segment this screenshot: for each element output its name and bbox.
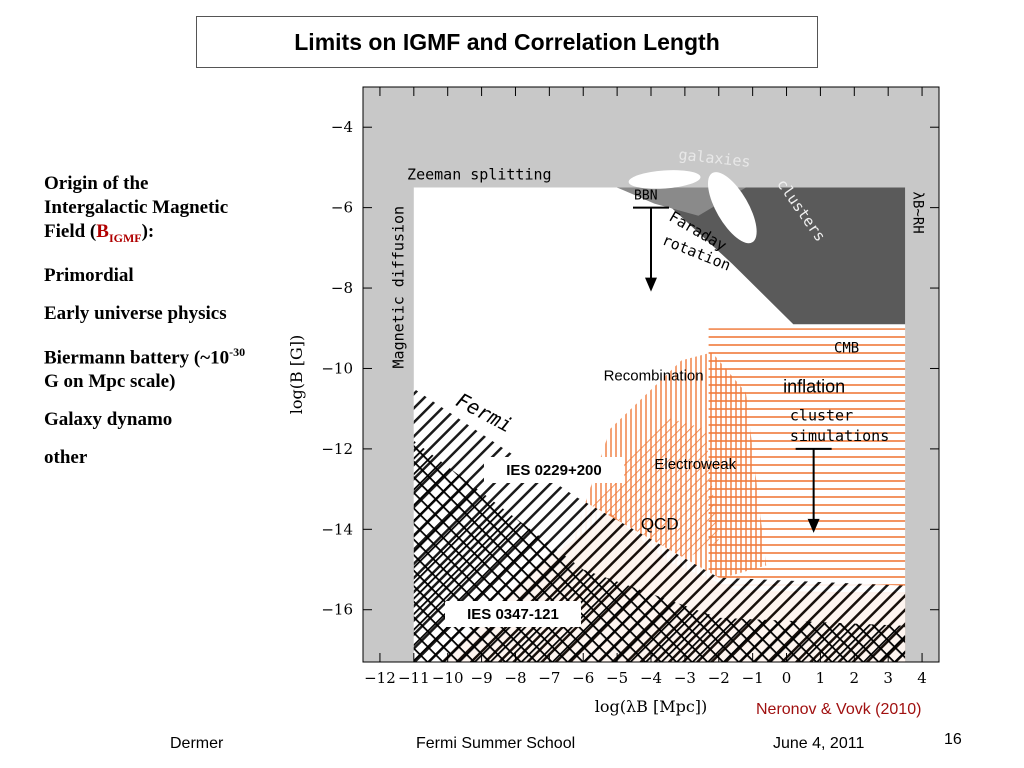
cluster-sim-label-1: cluster — [790, 407, 853, 425]
galaxies-ellipse — [628, 170, 701, 189]
x-tick-label: −1 — [742, 669, 764, 687]
origin-list: Origin of the Intergalactic Magnetic Fie… — [44, 172, 254, 484]
recombination-label: Recombination — [604, 368, 704, 385]
cluster-sim-label-2: simulations — [790, 427, 889, 445]
x-tick-label: −6 — [572, 669, 594, 687]
origin-other: other — [44, 447, 88, 469]
x-tick-label: 3 — [883, 669, 893, 687]
lambda-rh-label: λB~RH — [910, 192, 926, 234]
y-tick-label: −6 — [331, 199, 353, 217]
x-tick-label: −2 — [708, 669, 730, 687]
x-tick-label: −5 — [606, 669, 628, 687]
x-tick-label: 0 — [782, 669, 792, 687]
biermann-text: Biermann battery (~10 — [44, 347, 230, 369]
biermann-exponent: -30 — [229, 344, 246, 359]
x-tick-label: 2 — [850, 669, 860, 687]
x-tick-label: −9 — [471, 669, 493, 687]
biermann-scale: G on Mpc scale) — [44, 371, 176, 393]
zeeman-label: Zeeman splitting — [407, 165, 552, 183]
y-tick-label: −8 — [331, 279, 353, 297]
y-axis-label: log(B [G]) — [287, 335, 306, 415]
x-tick-label: −10 — [432, 669, 464, 687]
inflation-label: inflation — [783, 377, 845, 397]
slide-title-box: Limits on IGMF and Correlation Length — [196, 16, 818, 68]
igmf-subscript: IGMF — [108, 230, 142, 245]
cmb-label: CMB — [834, 340, 859, 356]
y-tick-label: −10 — [321, 359, 353, 377]
upper-limit-arrowhead — [807, 518, 820, 533]
slide-title: Limits on IGMF and Correlation Length — [294, 28, 720, 55]
x-tick-label: 1 — [816, 669, 826, 687]
clusters-ellipse — [707, 172, 757, 244]
x-tick-label: −11 — [398, 669, 430, 687]
citation: Neronov & Vovk (2010) — [756, 701, 922, 718]
footer-page-number: 16 — [944, 731, 962, 748]
footer-author: Dermer — [170, 735, 224, 752]
x-tick-label: −12 — [364, 669, 396, 687]
x-tick-label: −3 — [674, 669, 696, 687]
footer-date: June 4, 2011 — [773, 735, 865, 752]
x-tick-label: −7 — [538, 669, 560, 687]
x-tick-label: −4 — [640, 669, 662, 687]
x-tick-label: −8 — [504, 669, 526, 687]
ies-0347-label: IES 0347-121 — [467, 606, 559, 623]
b-letter: B — [96, 221, 109, 242]
qcd-label: QCD — [641, 514, 679, 533]
y-tick-label: −14 — [321, 520, 353, 538]
y-tick-label: −4 — [331, 118, 353, 136]
electroweak-label: Electroweak — [654, 456, 736, 473]
y-tick-label: −16 — [321, 601, 353, 619]
x-axis-label: log(λB [Mpc]) — [595, 697, 708, 716]
x-tick-label: 4 — [917, 669, 927, 687]
ies-0229-label: IES 0229+200 — [506, 462, 602, 479]
ies-0347-box — [445, 601, 581, 627]
footer-event: Fermi Summer School — [416, 735, 576, 752]
origin-heading-close: ): — [141, 221, 155, 242]
origin-heading: Origin of the Intergalactic Magnetic Fie… — [44, 172, 254, 250]
bbn-label: BBN — [634, 189, 657, 204]
origin-heading-text: Origin of the Intergalactic Magnetic Fie… — [44, 173, 229, 242]
origin-early-universe: Early universe physics — [44, 302, 227, 324]
origin-galaxy-dynamo: Galaxy dynamo — [44, 409, 173, 431]
ies-0229-box — [484, 457, 624, 483]
origin-primordial: Primordial — [44, 264, 134, 286]
b-symbol: BIGMF — [96, 221, 142, 245]
magnetic-diffusion-label: Magnetic diffusion — [390, 206, 408, 369]
y-tick-label: −12 — [321, 440, 353, 458]
upper-limit-arrowhead — [645, 277, 657, 292]
origin-biermann: Biermann battery (~10-30 G on Mpc scale) — [44, 340, 254, 394]
faraday-region — [617, 187, 906, 325]
